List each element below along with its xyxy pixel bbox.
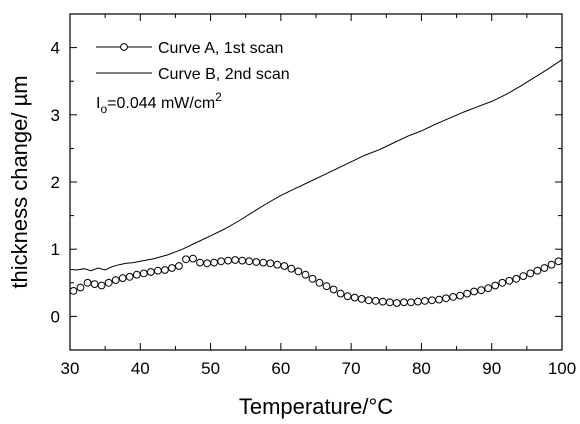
curve-a-point bbox=[428, 296, 436, 305]
curve-a-point bbox=[371, 297, 380, 305]
curve-a-point bbox=[203, 259, 212, 268]
curve-a-point bbox=[498, 278, 507, 287]
curve-a-point bbox=[400, 298, 408, 307]
series-curve-a bbox=[69, 254, 563, 307]
curve-b-line bbox=[69, 59, 563, 272]
y-tick-label: 0 bbox=[51, 307, 60, 326]
x-tick-label: 40 bbox=[131, 359, 150, 378]
curve-a-point bbox=[154, 266, 162, 275]
curve-a-point bbox=[554, 257, 563, 266]
y-tick-label: 3 bbox=[51, 106, 60, 125]
curve-a-point bbox=[392, 299, 401, 307]
curve-a-point bbox=[343, 292, 352, 301]
series-curve-b bbox=[69, 59, 563, 272]
y-tick-label: 1 bbox=[51, 240, 60, 259]
curve-a-point bbox=[350, 293, 359, 302]
curve-a-point bbox=[97, 281, 106, 290]
curve-a-point bbox=[421, 297, 429, 305]
curve-a-point bbox=[182, 255, 190, 264]
curve-a-point bbox=[280, 262, 289, 270]
curve-a-point bbox=[245, 257, 254, 266]
y-axis-title: thickness change/ µm bbox=[7, 75, 32, 288]
curve-a-point bbox=[364, 296, 373, 305]
legend: Curve A, 1st scan Curve B, 2nd scan bbox=[96, 40, 290, 83]
curve-a-point bbox=[125, 272, 134, 281]
curve-a-point bbox=[196, 258, 204, 267]
curve-a-point bbox=[146, 268, 155, 276]
curve-a-point bbox=[210, 258, 219, 267]
curve-a-point bbox=[526, 269, 535, 278]
curve-a-point bbox=[132, 270, 141, 279]
curve-a-point bbox=[505, 276, 514, 285]
curve-a-point bbox=[83, 278, 92, 287]
curve-a-point bbox=[287, 264, 296, 273]
curve-a-point bbox=[512, 274, 521, 283]
legend-label-curve-b: Curve B, 2nd scan bbox=[158, 66, 290, 83]
intensity-annotation: Io=0.044 mW/cm2 bbox=[96, 90, 222, 116]
annotation-subscript: o bbox=[100, 102, 107, 116]
curve-a-point bbox=[175, 262, 183, 270]
curve-a-point bbox=[118, 274, 127, 283]
curve-a-point bbox=[378, 297, 387, 306]
curve-a-point bbox=[470, 287, 479, 296]
curve-a-point bbox=[168, 264, 176, 272]
x-tick-label: 70 bbox=[342, 359, 361, 378]
annotation-superscript: 2 bbox=[215, 90, 222, 104]
x-tick-label: 60 bbox=[271, 359, 290, 378]
curve-a-point bbox=[252, 258, 261, 266]
curve-a-point bbox=[484, 284, 493, 293]
curve-a-point bbox=[407, 298, 415, 307]
curve-a-point bbox=[442, 294, 450, 303]
curve-a-point bbox=[456, 291, 465, 300]
curve-a-point bbox=[533, 266, 542, 275]
curve-a-point bbox=[104, 278, 113, 287]
curve-a-point bbox=[69, 287, 78, 295]
curve-a-point bbox=[357, 295, 366, 303]
curve-a-point bbox=[301, 270, 310, 279]
curve-a-point bbox=[519, 272, 528, 281]
curve-a-point bbox=[294, 267, 303, 276]
curve-a-point bbox=[231, 256, 240, 264]
curve-a-point bbox=[76, 283, 85, 292]
curve-a-point bbox=[547, 260, 556, 269]
x-tick-label: 80 bbox=[412, 359, 431, 378]
curve-a-point bbox=[477, 286, 486, 295]
x-tick-label: 50 bbox=[201, 359, 220, 378]
curve-a-point bbox=[273, 260, 282, 269]
x-tick-label: 90 bbox=[482, 359, 501, 378]
curve-a-point bbox=[491, 281, 500, 290]
curve-a-point bbox=[315, 278, 324, 287]
curve-a-point bbox=[435, 295, 443, 304]
x-tick-label: 100 bbox=[548, 359, 576, 378]
curve-a-point bbox=[463, 289, 472, 298]
curve-a-point bbox=[385, 298, 394, 307]
curve-a-point bbox=[238, 256, 247, 265]
annotation-value: =0.044 mW/cm bbox=[107, 95, 215, 112]
curve-a-point bbox=[449, 293, 458, 301]
y-tick-label: 4 bbox=[51, 39, 60, 58]
curve-a-point bbox=[266, 259, 275, 268]
curve-a-point bbox=[414, 297, 422, 306]
axis-ticks: 30 40 50 60 70 80 90 100 0 1 2 3 4 bbox=[51, 13, 576, 378]
curve-a-point bbox=[540, 264, 549, 272]
curve-a-point bbox=[139, 269, 148, 278]
x-axis-title: Temperature/°C bbox=[239, 394, 393, 419]
curve-a-point bbox=[224, 256, 233, 265]
curve-a-point bbox=[161, 266, 169, 274]
curve-a-point bbox=[217, 257, 226, 266]
annotation-prefix: I bbox=[96, 95, 100, 112]
curve-a-point bbox=[308, 274, 317, 283]
curve-a-point bbox=[322, 282, 331, 291]
legend-label-curve-a: Curve A, 1st scan bbox=[158, 40, 283, 57]
y-tick-label: 2 bbox=[51, 173, 60, 192]
curve-a-point bbox=[111, 276, 120, 285]
legend-marker-curve-a bbox=[120, 43, 128, 51]
curve-a-point bbox=[189, 254, 197, 263]
curve-a-point bbox=[90, 280, 99, 289]
curve-a-point bbox=[329, 285, 338, 294]
curve-a-point bbox=[259, 258, 268, 267]
curve-a-point bbox=[336, 289, 345, 298]
x-tick-label: 30 bbox=[61, 359, 80, 378]
